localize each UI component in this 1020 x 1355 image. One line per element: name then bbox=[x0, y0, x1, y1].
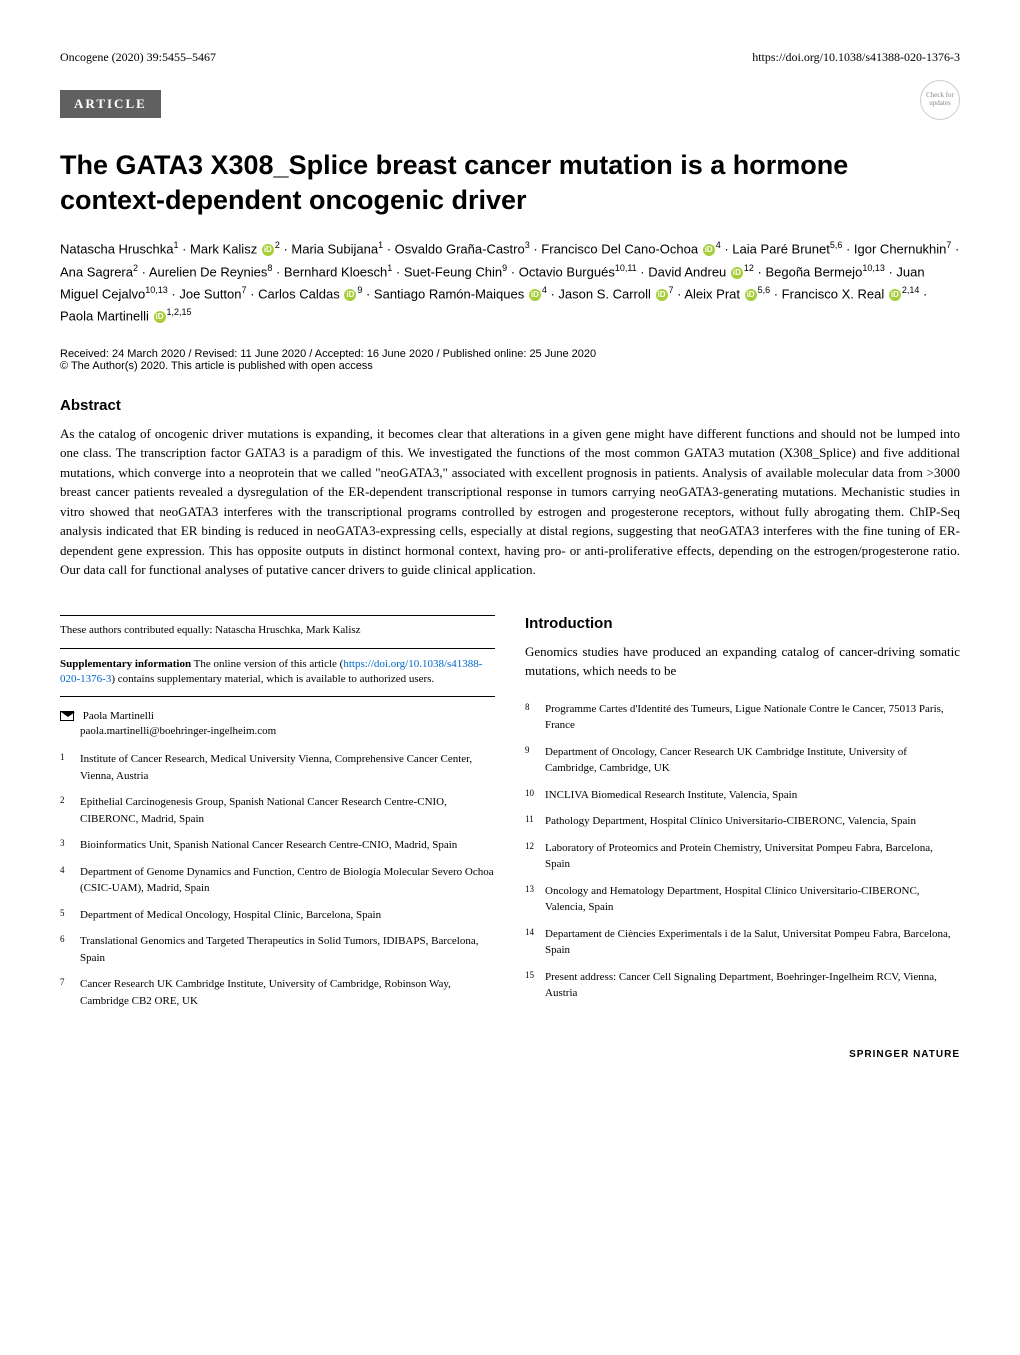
two-column-layout: These authors contributed equally: Natas… bbox=[60, 615, 960, 1020]
affiliation-number: 3 bbox=[60, 837, 80, 854]
affiliation-text: Translational Genomics and Targeted Ther… bbox=[80, 933, 495, 966]
affiliation-item: 4Department of Genome Dynamics and Funct… bbox=[60, 864, 495, 897]
article-title: The GATA3 X308_Splice breast cancer muta… bbox=[60, 148, 960, 218]
affiliation-text: Department of Oncology, Cancer Research … bbox=[545, 744, 960, 777]
affiliation-number: 6 bbox=[60, 933, 80, 966]
page-header: Oncogene (2020) 39:5455–5467 https://doi… bbox=[60, 50, 960, 65]
envelope-icon bbox=[60, 711, 74, 721]
right-column: Introduction Genomics studies have produ… bbox=[525, 615, 960, 1020]
affiliation-text: Pathology Department, Hospital Clínico U… bbox=[545, 813, 916, 830]
affiliation-text: INCLIVA Biomedical Research Institute, V… bbox=[545, 787, 797, 804]
affiliation-item: 1Institute of Cancer Research, Medical U… bbox=[60, 751, 495, 784]
check-updates-icon[interactable]: Check for updates bbox=[920, 80, 960, 120]
journal-citation: Oncogene (2020) 39:5455–5467 bbox=[60, 50, 216, 65]
affiliation-number: 14 bbox=[525, 926, 545, 959]
publication-dates: Received: 24 March 2020 / Revised: 11 Ju… bbox=[60, 348, 960, 372]
affiliation-text: Department of Genome Dynamics and Functi… bbox=[80, 864, 495, 897]
affiliation-text: Institute of Cancer Research, Medical Un… bbox=[80, 751, 495, 784]
affiliations-left: 1Institute of Cancer Research, Medical U… bbox=[60, 751, 495, 1009]
affiliation-item: 7Cancer Research UK Cambridge Institute,… bbox=[60, 976, 495, 1009]
affiliation-number: 13 bbox=[525, 883, 545, 916]
affiliation-number: 8 bbox=[525, 701, 545, 734]
supplementary-info: Supplementary information The online ver… bbox=[60, 648, 495, 697]
affiliation-number: 1 bbox=[60, 751, 80, 784]
abstract-heading: Abstract bbox=[60, 397, 960, 414]
left-column: These authors contributed equally: Natas… bbox=[60, 615, 495, 1020]
affiliation-text: Cancer Research UK Cambridge Institute, … bbox=[80, 976, 495, 1009]
affiliation-item: 2Epithelial Carcinogenesis Group, Spanis… bbox=[60, 794, 495, 827]
affiliation-item: 5Department of Medical Oncology, Hospita… bbox=[60, 907, 495, 924]
affiliation-number: 4 bbox=[60, 864, 80, 897]
affiliation-text: Departament de Ciències Experimentals i … bbox=[545, 926, 960, 959]
affiliation-item: 11Pathology Department, Hospital Clínico… bbox=[525, 813, 960, 830]
affiliation-number: 12 bbox=[525, 840, 545, 873]
affiliation-number: 5 bbox=[60, 907, 80, 924]
author-list: Natascha Hruschka1 · Mark Kalisz iD2 · M… bbox=[60, 238, 960, 328]
affiliation-item: 3Bioinformatics Unit, Spanish National C… bbox=[60, 837, 495, 854]
abstract-text: As the catalog of oncogenic driver mutat… bbox=[60, 424, 960, 580]
affiliation-item: 8Programme Cartes d'Identité des Tumeurs… bbox=[525, 701, 960, 734]
affiliations-right: 8Programme Cartes d'Identité des Tumeurs… bbox=[525, 701, 960, 1002]
contribution-note: These authors contributed equally: Natas… bbox=[60, 615, 495, 636]
affiliation-item: 9Department of Oncology, Cancer Research… bbox=[525, 744, 960, 777]
affiliation-number: 9 bbox=[525, 744, 545, 777]
intro-heading: Introduction bbox=[525, 615, 960, 632]
affiliation-text: Present address: Cancer Cell Signaling D… bbox=[545, 969, 960, 1002]
corresponding-author: Paola Martinelli paola.martinelli@boehri… bbox=[60, 709, 495, 740]
affiliation-item: 12Laboratory of Proteomics and Protein C… bbox=[525, 840, 960, 873]
affiliation-number: 7 bbox=[60, 976, 80, 1009]
affiliation-number: 11 bbox=[525, 813, 545, 830]
affiliation-item: 14Departament de Ciències Experimentals … bbox=[525, 926, 960, 959]
affiliation-item: 10INCLIVA Biomedical Research Institute,… bbox=[525, 787, 960, 804]
corresponding-email[interactable]: paola.martinelli@boehringer-ingelheim.co… bbox=[80, 725, 276, 737]
publisher-footer: SPRINGER NATURE bbox=[60, 1049, 960, 1060]
affiliation-text: Oncology and Hematology Department, Hosp… bbox=[545, 883, 960, 916]
affiliation-text: Department of Medical Oncology, Hospital… bbox=[80, 907, 381, 924]
affiliation-text: Programme Cartes d'Identité des Tumeurs,… bbox=[545, 701, 960, 734]
affiliation-item: 6Translational Genomics and Targeted The… bbox=[60, 933, 495, 966]
affiliation-item: 13Oncology and Hematology Department, Ho… bbox=[525, 883, 960, 916]
affiliation-number: 15 bbox=[525, 969, 545, 1002]
doi-link[interactable]: https://doi.org/10.1038/s41388-020-1376-… bbox=[752, 50, 960, 65]
affiliation-number: 2 bbox=[60, 794, 80, 827]
affiliation-text: Bioinformatics Unit, Spanish National Ca… bbox=[80, 837, 457, 854]
affiliation-number: 10 bbox=[525, 787, 545, 804]
intro-text: Genomics studies have produced an expand… bbox=[525, 642, 960, 681]
affiliation-text: Epithelial Carcinogenesis Group, Spanish… bbox=[80, 794, 495, 827]
article-type-tag: ARTICLE bbox=[60, 90, 161, 118]
affiliation-item: 15Present address: Cancer Cell Signaling… bbox=[525, 969, 960, 1002]
affiliation-text: Laboratory of Proteomics and Protein Che… bbox=[545, 840, 960, 873]
